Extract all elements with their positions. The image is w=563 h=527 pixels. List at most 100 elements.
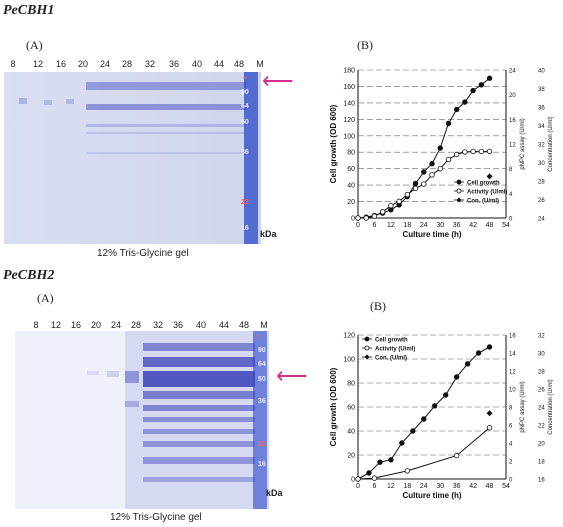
gel1-marker: 16 <box>241 225 249 232</box>
chart-point <box>462 99 468 105</box>
chart-x-label: Culture time (h) <box>402 230 461 239</box>
chart-y-tick-label: 40 <box>347 183 355 190</box>
chart1: 0 6 12 18 24 30 36 42 48 54 0 20 40 60 80 100 120 140 160 1… <box>322 62 556 259</box>
gel2-marker: 16 <box>258 461 266 468</box>
chart-x-label: Culture time (h) <box>402 491 461 500</box>
section1-title: PeCBH1 <box>3 3 55 18</box>
gel1-lane: 8 <box>10 59 16 69</box>
gel1-unit: kDa <box>260 229 277 239</box>
chart-y3-tick-label: 32 <box>538 143 545 149</box>
chart-y-tick-label: 140 <box>343 100 355 107</box>
chart-y3-tick-label: 16 <box>538 478 545 484</box>
gel2-lane: 32 <box>152 320 163 330</box>
chart-y2-tick-label: 16 <box>509 334 516 340</box>
gel2-panel-label: (A) <box>37 291 54 305</box>
chart-y3-tick-label: 32 <box>538 334 545 340</box>
gel1-lane: 40 <box>191 59 202 69</box>
chart-legend-marker <box>364 354 370 360</box>
chart-y-tick-label: 80 <box>347 381 355 388</box>
chart-y3-tick-label: 28 <box>538 180 545 186</box>
chart-y3-tick-label: 30 <box>538 352 545 358</box>
chart-series-line <box>357 77 490 219</box>
chart2-panel-label: (B) <box>370 299 386 313</box>
chart-x-tick-label: 0 <box>356 483 360 490</box>
gel2-image <box>15 331 269 509</box>
gel1-band-arrow-icon: ⟵ <box>262 68 294 93</box>
chart-y3-tick-label: 28 <box>538 370 545 376</box>
gel2-lane: 12 <box>50 320 61 330</box>
chart-y2-tick-label: 8 <box>509 406 513 412</box>
chart-point <box>421 181 427 187</box>
chart-point <box>421 416 427 422</box>
gel2-lane: 40 <box>195 320 206 330</box>
chart-point <box>437 145 443 151</box>
gel2-marker: 50 <box>258 376 266 383</box>
chart-point <box>486 424 493 431</box>
chart-y3-tick-label: 24 <box>538 406 545 412</box>
chart-legend-label: Activity (U/ml) <box>375 346 415 352</box>
chart-point <box>470 87 476 94</box>
chart-y3-tick-label: 22 <box>538 424 545 430</box>
chart-x-tick-label: 6 <box>372 222 376 229</box>
chart-legend-label: Con. (U/ml) <box>375 355 407 361</box>
chart-x-tick-label: 30 <box>436 483 444 490</box>
chart-point <box>388 457 394 463</box>
chart-y3-tick-label: 26 <box>538 198 545 204</box>
gel2-band-arrow-icon: ⟵ <box>276 363 308 388</box>
gel1-marker: 36 <box>241 149 249 156</box>
chart-y2-tick-label: 14 <box>509 352 516 358</box>
gel2-lane: 16 <box>70 320 81 330</box>
chart-point <box>366 470 372 476</box>
chart-point <box>486 410 493 417</box>
chart-point <box>404 191 411 198</box>
gel2-lane-labels: 8 12 16 20 24 28 32 36 40 44 48 M <box>0 320 280 332</box>
chart-point <box>478 82 485 88</box>
chart-y-tick-label: 100 <box>343 133 355 140</box>
chart-x-tick-label: 30 <box>436 222 444 229</box>
gel1-caption: 12% Tris-Glycine gel <box>97 248 189 259</box>
chart-point <box>412 185 419 192</box>
chart-y2-tick-label: 4 <box>509 192 513 198</box>
chart-legend-label: Cell growth <box>375 337 408 343</box>
chart-y-tick-label: 60 <box>347 166 355 173</box>
chart-y3-tick-label: 24 <box>538 217 545 223</box>
gel2-lane: 8 <box>33 320 39 330</box>
chart-x-tick-label: 42 <box>469 222 477 229</box>
chart-point <box>453 374 460 380</box>
chart-legend-marker <box>456 179 462 185</box>
chart-point <box>486 148 493 155</box>
gel1-lane: 28 <box>121 59 132 69</box>
chart-legend-marker <box>456 188 462 194</box>
gel1-marker: 22 <box>241 199 249 206</box>
chart2: 0 6 12 18 24 30 36 42 48 54 0 20 40 60 80 100 120 0 2 4 6 8 10… <box>322 327 556 522</box>
chart-y3-tick-label: 20 <box>538 442 545 448</box>
chart-point <box>432 403 438 409</box>
chart-y2-tick-label: 12 <box>509 370 516 376</box>
chart-series-line <box>357 346 490 480</box>
chart-x-tick-label: 36 <box>453 222 461 229</box>
chart-legend-marker <box>364 345 370 351</box>
gel1-panel-label: (A) <box>26 38 43 52</box>
gel2-lane: 28 <box>130 320 141 330</box>
chart-y-tick-label: 100 <box>343 357 355 364</box>
chart-point <box>462 149 468 155</box>
chart-y3-tick-label: 40 <box>538 69 545 75</box>
chart-x-tick-label: 24 <box>420 483 428 490</box>
gel1-lane: 32 <box>144 59 155 69</box>
chart-y3-label: Concentration (U/ml) <box>548 116 554 171</box>
gel2-marker: 22 <box>258 441 266 448</box>
chart-point <box>355 476 361 482</box>
chart-y-tick-label: 180 <box>343 68 355 75</box>
chart1-svg: 0 6 12 18 24 30 36 42 48 540204060801001201401601… <box>329 68 554 240</box>
chart-y2-tick-label: 16 <box>509 118 516 124</box>
chart-y2-tick-label: 24 <box>509 69 516 75</box>
chart-x-tick-label: 24 <box>420 222 428 229</box>
chart-point <box>429 161 435 167</box>
chart-point <box>388 202 394 209</box>
chart-point <box>355 215 361 221</box>
chart-y3-tick-label: 34 <box>538 124 545 130</box>
section2-title: PeCBH2 <box>3 268 55 283</box>
gel1-lane: 20 <box>77 59 88 69</box>
chart-legend-marker <box>456 197 462 203</box>
chart-point <box>404 468 411 474</box>
